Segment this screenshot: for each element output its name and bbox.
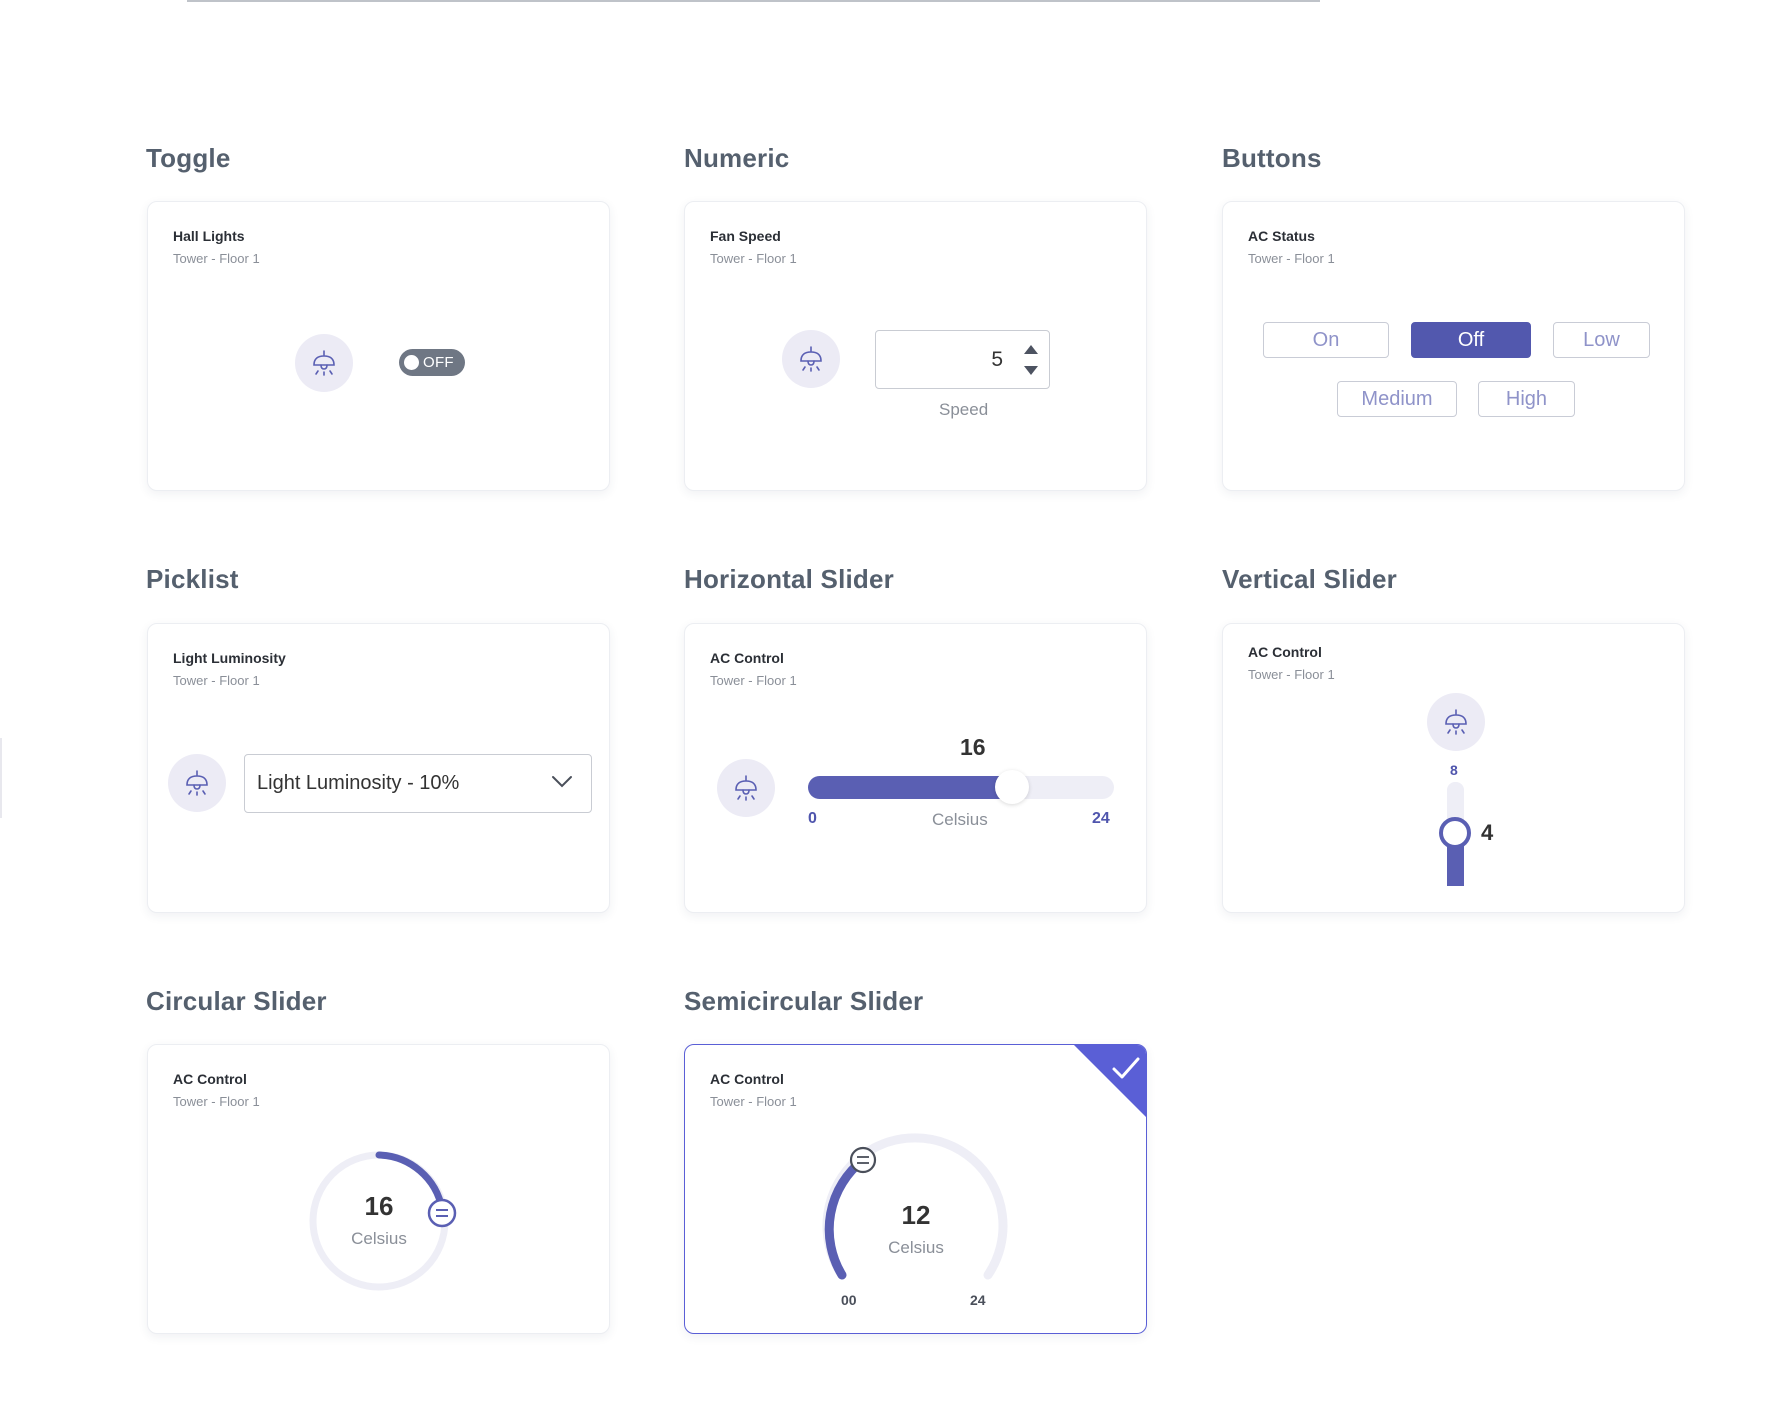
card-subtitle: Tower - Floor 1 bbox=[710, 1094, 797, 1109]
toggle-state-label: OFF bbox=[423, 354, 454, 371]
card-title: Fan Speed bbox=[710, 228, 781, 244]
stepper-up-icon[interactable] bbox=[1024, 345, 1038, 354]
section-title-vertical-slider: Vertical Slider bbox=[1222, 564, 1397, 594]
horizontal-slider-card: AC Control Tower - Floor 1 16 0 Celsius … bbox=[684, 623, 1147, 913]
numeric-caption: Speed bbox=[939, 400, 989, 419]
dial-unit: Celsius bbox=[351, 1229, 407, 1248]
status-high-button[interactable]: High bbox=[1478, 381, 1575, 417]
circular-slider[interactable] bbox=[299, 1141, 459, 1301]
section-title-circular-slider: Circular Slider bbox=[146, 986, 327, 1016]
picklist-card: Light Luminosity Tower - Floor 1 Light L… bbox=[147, 623, 610, 913]
numeric-value: 5 bbox=[991, 347, 1003, 371]
select-value: Light Luminosity - 10% bbox=[257, 772, 460, 794]
dial-value: 12 bbox=[901, 1200, 931, 1230]
circular-slider-handle-icon bbox=[427, 1198, 457, 1228]
card-title: AC Control bbox=[710, 1071, 784, 1087]
toggle-knob bbox=[404, 355, 419, 370]
chevron-down-icon bbox=[552, 776, 572, 788]
card-title: AC Control bbox=[173, 1071, 247, 1087]
buttons-card: AC Status Tower - Floor 1 On Off Low Med… bbox=[1222, 201, 1685, 491]
lamp-icon bbox=[1427, 693, 1485, 751]
numeric-stepper[interactable] bbox=[1023, 345, 1039, 375]
status-medium-button[interactable]: Medium bbox=[1337, 381, 1457, 417]
slider-value: 16 bbox=[960, 734, 986, 760]
status-on-button[interactable]: On bbox=[1263, 322, 1389, 358]
section-title-horizontal-slider: Horizontal Slider bbox=[684, 564, 894, 594]
section-title-numeric: Numeric bbox=[684, 143, 790, 173]
horizontal-slider-thumb[interactable] bbox=[995, 770, 1029, 804]
dial-value: 16 bbox=[364, 1191, 394, 1221]
card-title: Light Luminosity bbox=[173, 650, 286, 666]
semicircular-min: 00 bbox=[841, 1292, 857, 1308]
numeric-card: Fan Speed Tower - Floor 1 5 Speed bbox=[684, 201, 1147, 491]
card-subtitle: Tower - Floor 1 bbox=[710, 673, 797, 688]
status-low-button[interactable]: Low bbox=[1553, 322, 1650, 358]
circular-slider-card: AC Control Tower - Floor 1 16 Celsius bbox=[147, 1044, 610, 1334]
left-edge-divider bbox=[0, 738, 2, 818]
lamp-icon bbox=[295, 334, 353, 392]
card-title: AC Control bbox=[710, 650, 784, 666]
semicircular-slider-card[interactable]: AC Control Tower - Floor 1 12 Celsius 00… bbox=[684, 1044, 1147, 1334]
card-title: AC Control bbox=[1248, 644, 1322, 660]
section-title-buttons: Buttons bbox=[1222, 143, 1322, 173]
top-divider bbox=[187, 0, 1320, 2]
card-title: Hall Lights bbox=[173, 228, 245, 244]
vertical-slider-thumb[interactable] bbox=[1439, 817, 1471, 849]
stepper-down-icon[interactable] bbox=[1024, 366, 1038, 375]
hall-lights-toggle[interactable]: OFF bbox=[399, 349, 465, 376]
circular-slider-fill bbox=[375, 1151, 446, 1213]
vslider-value: 4 bbox=[1481, 820, 1494, 845]
semicircular-max: 24 bbox=[970, 1292, 986, 1308]
vertical-slider-card: AC Control Tower - Floor 1 8 4 bbox=[1222, 623, 1685, 913]
semicircular-slider-handle-icon bbox=[849, 1146, 877, 1174]
toggle-card: Hall Lights Tower - Floor 1 OFF bbox=[147, 201, 610, 491]
card-subtitle: Tower - Floor 1 bbox=[173, 251, 260, 266]
lamp-icon bbox=[168, 754, 226, 812]
slider-max: 24 bbox=[1092, 810, 1110, 827]
semicircular-slider[interactable] bbox=[815, 1130, 1015, 1290]
card-subtitle: Tower - Floor 1 bbox=[173, 1094, 260, 1109]
card-title: AC Status bbox=[1248, 228, 1315, 244]
fan-speed-input[interactable]: 5 bbox=[875, 330, 1050, 389]
status-off-button[interactable]: Off bbox=[1411, 322, 1531, 358]
section-title-semicircular-slider: Semicircular Slider bbox=[684, 986, 924, 1016]
section-title-toggle: Toggle bbox=[146, 143, 231, 173]
slider-unit: Celsius bbox=[932, 810, 988, 829]
lamp-icon bbox=[717, 759, 775, 817]
horizontal-slider-track[interactable] bbox=[808, 770, 1114, 804]
card-subtitle: Tower - Floor 1 bbox=[1248, 251, 1335, 266]
card-subtitle: Tower - Floor 1 bbox=[710, 251, 797, 266]
card-subtitle: Tower - Floor 1 bbox=[173, 673, 260, 688]
card-subtitle: Tower - Floor 1 bbox=[1248, 667, 1335, 682]
semicircular-slider-fill bbox=[824, 1155, 868, 1280]
slider-min: 0 bbox=[808, 810, 817, 827]
vslider-max: 8 bbox=[1450, 762, 1458, 778]
luminosity-select[interactable]: Light Luminosity - 10% bbox=[244, 754, 592, 813]
section-title-picklist: Picklist bbox=[146, 564, 239, 594]
horizontal-slider-fill bbox=[808, 776, 1012, 799]
selected-check-icon bbox=[1074, 1045, 1146, 1117]
dial-unit: Celsius bbox=[888, 1238, 944, 1257]
lamp-icon bbox=[782, 330, 840, 388]
